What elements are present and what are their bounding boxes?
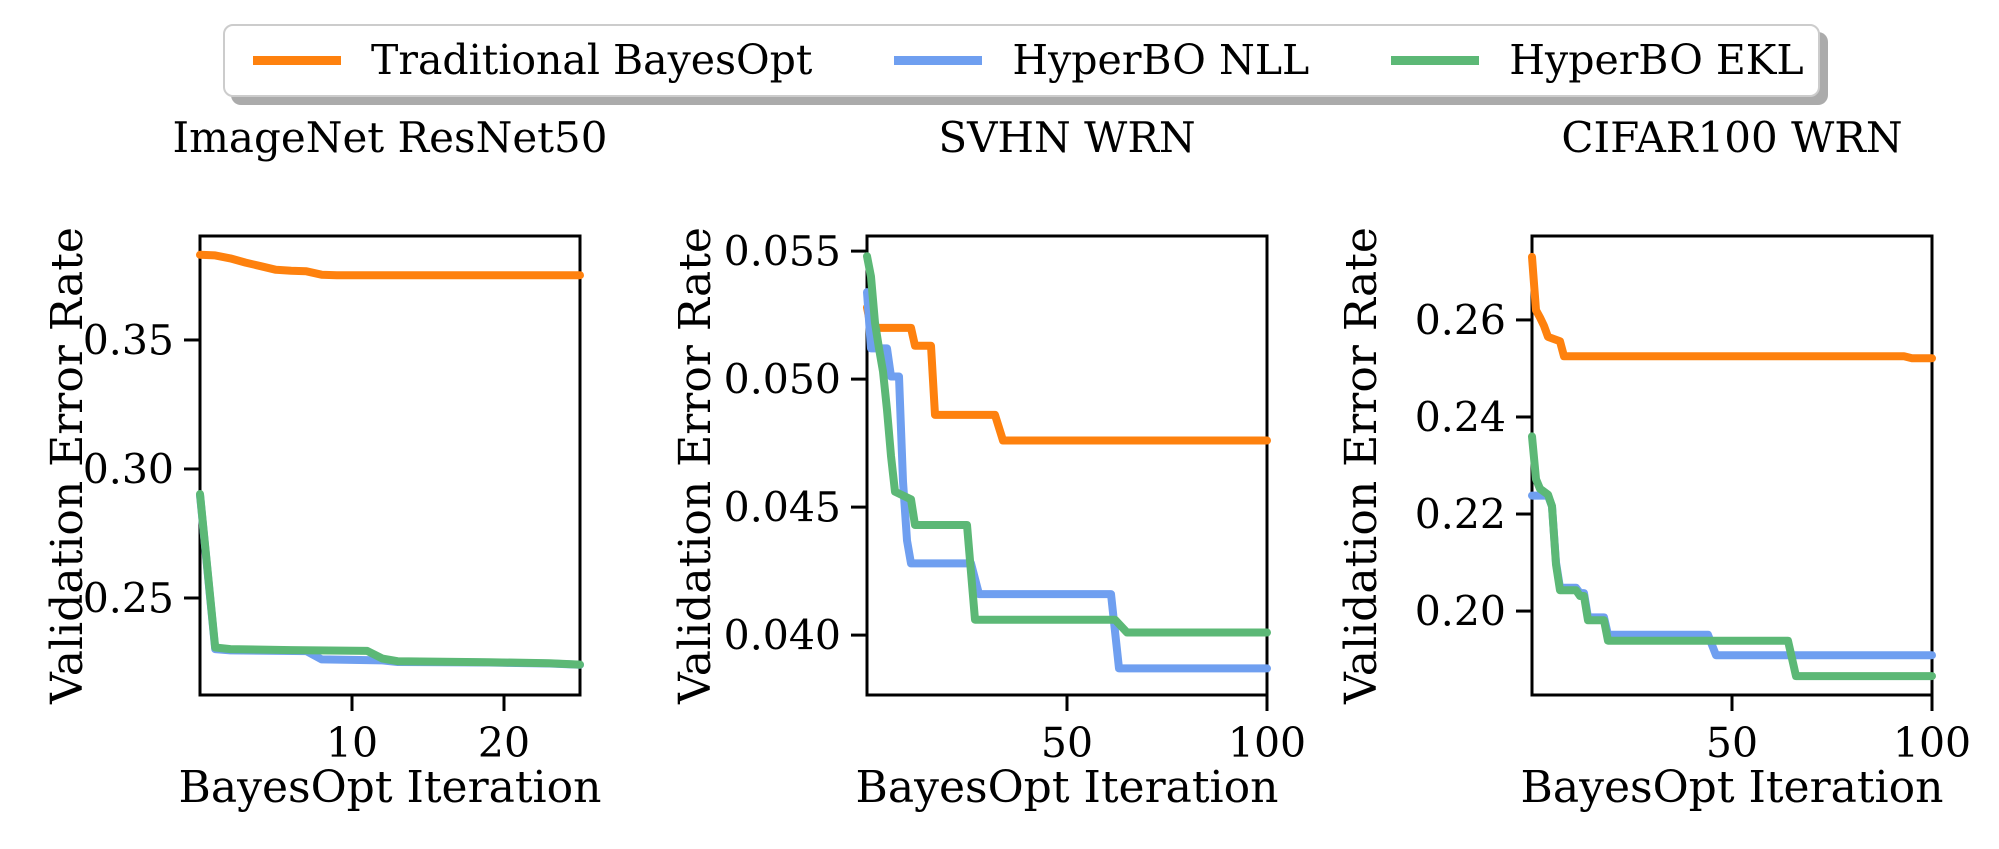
- series-line-hyperbo-ekl: [196, 490, 584, 669]
- series-line-hyperbo-ekl: [1528, 432, 1936, 681]
- y-tick-label: 0.30: [83, 445, 174, 493]
- x-tick-label: 100: [1893, 719, 1971, 767]
- series-line-hyperbo-ekl: [863, 252, 1271, 637]
- y-tick-label: 0.26: [1415, 296, 1506, 344]
- legend-swatch-green: [1391, 56, 1480, 65]
- plot-frame: [1530, 234, 1934, 697]
- series-line-hyperbo-nll: [863, 288, 1271, 673]
- legend-label: HyperBO NLL: [1012, 36, 1310, 84]
- legend-item-hyperbo-ekl: HyperBO EKL: [1391, 36, 1804, 84]
- chart-title: CIFAR100 WRN: [1561, 113, 1902, 162]
- x-tick-label: 100: [1228, 719, 1306, 767]
- series-line-traditional-bayesopt: [196, 250, 584, 280]
- series-line-traditional-bayesopt: [863, 303, 1271, 445]
- chart-title: SVHN WRN: [938, 113, 1195, 162]
- y-tick-label: 0.055: [724, 227, 841, 275]
- legend-swatch-orange: [253, 56, 341, 65]
- series-line-traditional-bayesopt: [1528, 252, 1936, 363]
- x-axis-label: BayesOpt Iteration: [1521, 762, 1944, 813]
- plot-frame: [198, 234, 582, 697]
- plot-frame: [865, 234, 1269, 697]
- x-tick-label: 10: [326, 719, 378, 767]
- series-line-hyperbo-nll: [196, 490, 584, 669]
- y-tick-label: 0.20: [1415, 587, 1506, 635]
- legend: Traditional BayesOpt HyperBO NLL HyperBO…: [223, 24, 1820, 97]
- legend-label: HyperBO EKL: [1509, 36, 1804, 84]
- series-line-hyperbo-nll: [1528, 491, 1936, 660]
- legend-label: Traditional BayesOpt: [371, 36, 813, 84]
- y-tick-label: 0.22: [1415, 490, 1506, 538]
- x-axis-label: BayesOpt Iteration: [179, 762, 602, 813]
- x-axis-label: BayesOpt Iteration: [856, 762, 1279, 813]
- legend-item-hyperbo-nll: HyperBO NLL: [894, 40, 1309, 81]
- x-tick-label: 20: [478, 719, 530, 767]
- legend-item-traditional-bayesopt: Traditional BayesOpt: [253, 40, 812, 81]
- y-axis-label: Validation Error Rate: [670, 227, 721, 705]
- y-tick-label: 0.050: [724, 355, 841, 403]
- y-tick-label: 0.040: [724, 611, 841, 659]
- chart-title: ImageNet ResNet50: [173, 113, 608, 162]
- legend-swatch-blue: [894, 56, 983, 65]
- y-axis-label: Validation Error Rate: [42, 227, 93, 705]
- y-axis-label: Validation Error Rate: [1336, 227, 1387, 705]
- x-tick-label: 50: [1041, 719, 1093, 767]
- y-tick-label: 0.24: [1415, 393, 1506, 441]
- y-tick-label: 0.045: [724, 483, 841, 531]
- y-tick-label: 0.35: [83, 316, 174, 364]
- y-tick-label: 0.25: [83, 574, 174, 622]
- x-tick-label: 50: [1706, 719, 1758, 767]
